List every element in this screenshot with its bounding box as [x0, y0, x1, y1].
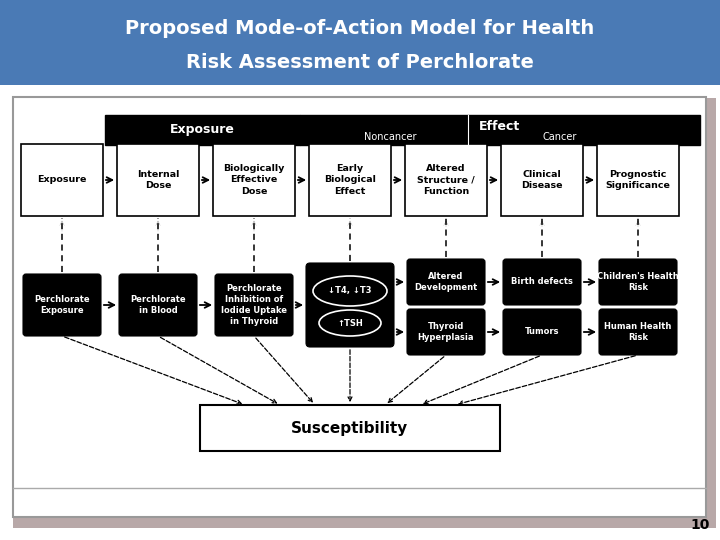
Text: Perchlorate
Inhibition of
Iodide Uptake
in Thyroid: Perchlorate Inhibition of Iodide Uptake …: [221, 284, 287, 326]
Bar: [405, 144, 487, 216]
FancyBboxPatch shape: [306, 263, 394, 347]
Bar: [117, 144, 199, 216]
Bar: [200, 405, 500, 451]
Text: Prognostic
Significance: Prognostic Significance: [606, 170, 670, 190]
FancyBboxPatch shape: [407, 309, 485, 355]
Text: Exposure: Exposure: [170, 124, 235, 137]
Bar: [13, 97, 706, 517]
Bar: [501, 144, 583, 216]
Text: Exposure: Exposure: [37, 176, 86, 185]
Text: Altered
Development: Altered Development: [415, 272, 477, 292]
Bar: [213, 144, 295, 216]
Bar: [13, 98, 716, 528]
Text: Noncancer: Noncancer: [364, 132, 416, 142]
FancyBboxPatch shape: [503, 259, 581, 305]
Text: Biologically
Effective
Dose: Biologically Effective Dose: [223, 164, 284, 195]
Bar: [0, 0, 720, 85]
Text: Thyroid
Hyperplasia: Thyroid Hyperplasia: [418, 322, 474, 342]
Text: 10: 10: [690, 518, 710, 532]
Text: Tumors: Tumors: [525, 327, 559, 336]
FancyBboxPatch shape: [503, 309, 581, 355]
Text: Internal
Dose: Internal Dose: [137, 170, 179, 190]
FancyBboxPatch shape: [23, 274, 101, 336]
Bar: [300, 115, 700, 145]
Text: Risk Assessment of Perchlorate: Risk Assessment of Perchlorate: [186, 52, 534, 71]
Ellipse shape: [313, 276, 387, 306]
FancyBboxPatch shape: [215, 274, 293, 336]
Text: Clinical
Disease: Clinical Disease: [521, 170, 563, 190]
Bar: [309, 144, 391, 216]
Text: Proposed Mode-of-Action Model for Health: Proposed Mode-of-Action Model for Health: [125, 18, 595, 37]
Text: Effect: Effect: [480, 119, 521, 132]
Bar: [105, 115, 300, 145]
Text: Altered
Structure /
Function: Altered Structure / Function: [417, 164, 475, 195]
Bar: [21, 144, 103, 216]
Ellipse shape: [319, 310, 381, 336]
Text: Cancer: Cancer: [543, 132, 577, 142]
Text: Children's Health
Risk: Children's Health Risk: [597, 272, 679, 292]
Text: ↑TSH: ↑TSH: [337, 319, 363, 327]
Text: Susceptibility: Susceptibility: [292, 421, 409, 435]
FancyBboxPatch shape: [119, 274, 197, 336]
Text: Human Health
Risk: Human Health Risk: [604, 322, 672, 342]
Text: Perchlorate
Exposure: Perchlorate Exposure: [34, 295, 90, 315]
Text: ↓T4, ↓T3: ↓T4, ↓T3: [328, 287, 372, 295]
Text: Perchlorate
in Blood: Perchlorate in Blood: [130, 295, 186, 315]
Bar: [597, 144, 679, 216]
Text: Birth defects: Birth defects: [511, 278, 573, 287]
FancyBboxPatch shape: [599, 259, 677, 305]
Text: Early
Biological
Effect: Early Biological Effect: [324, 164, 376, 195]
FancyBboxPatch shape: [599, 309, 677, 355]
FancyBboxPatch shape: [407, 259, 485, 305]
